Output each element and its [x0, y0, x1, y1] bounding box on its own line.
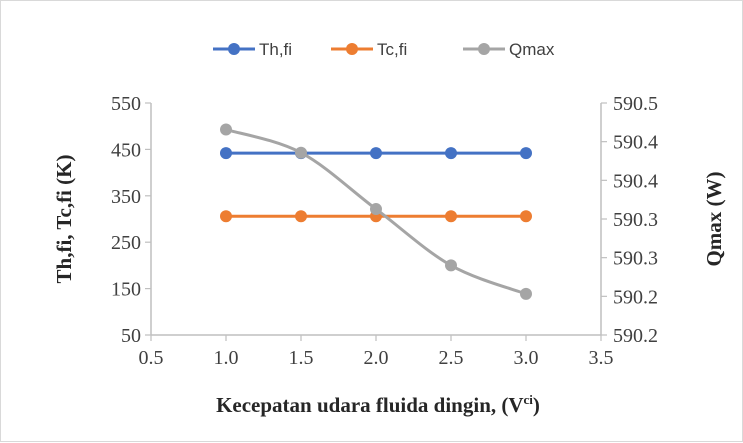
legend-marker-tc-fi: [346, 43, 358, 55]
data-point-tc-fi: [445, 210, 457, 223]
series-group: [220, 123, 532, 300]
data-point-qmax: [520, 287, 532, 300]
x-tick-label: 1.5: [289, 347, 314, 369]
y2-axis-title: Qmax (W): [702, 171, 726, 266]
legend-label-tc-fi: Tc,fi: [377, 40, 407, 59]
x-tick-label: 3.5: [589, 347, 614, 369]
legend-item-qmax: Qmax: [463, 40, 555, 59]
right-axis-ticks: 590.2 590.2 590.3 590.3 590.4 590.4 590.5: [601, 93, 658, 347]
data-point-tc-fi: [220, 210, 232, 223]
data-point-qmax: [370, 203, 382, 216]
y2-tick-label: 590.4: [613, 170, 658, 192]
y-axis-title: Th,fi, Tc,fi (K): [52, 155, 76, 284]
y-tick-label: 250: [111, 232, 141, 254]
x-tick-label: 0.5: [139, 347, 164, 369]
x-tick-label: 1.0: [214, 347, 239, 369]
x-tick-label: 2.5: [439, 347, 464, 369]
legend-label-qmax: Qmax: [509, 40, 555, 59]
y-tick-label: 50: [121, 325, 141, 347]
data-point-tc-fi: [295, 210, 307, 223]
legend: Th,fi Tc,fi Qmax: [213, 40, 555, 59]
y2-tick-label: 590.3: [613, 248, 658, 270]
y2-tick-label: 590.2: [613, 286, 658, 308]
data-point-qmax: [445, 259, 457, 272]
data-point-th-fi: [220, 147, 232, 160]
x-axis-title: Kecepatan udara fluida dingin, (Vci): [216, 392, 540, 417]
left-axis-ticks: 50 150 250 350 450 550: [111, 93, 151, 347]
data-point-qmax: [295, 146, 307, 159]
data-point-th-fi: [370, 147, 382, 160]
y-tick-label: 350: [111, 186, 141, 208]
data-point-qmax: [220, 123, 232, 136]
x-axis-ticks: 0.5 1.0 1.5 2.0 2.5 3.0 3.5: [139, 335, 614, 369]
legend-marker-th-fi: [228, 43, 240, 55]
data-point-th-fi: [520, 147, 532, 160]
y2-tick-label: 590.3: [613, 209, 658, 231]
y2-tick-label: 590.5: [613, 93, 658, 115]
x-axis-title-sup: ci: [524, 392, 534, 407]
y-tick-label: 450: [111, 139, 141, 161]
x-tick-label: 2.0: [364, 347, 389, 369]
legend-item-th-fi: Th,fi: [213, 40, 292, 59]
legend-item-tc-fi: Tc,fi: [331, 40, 407, 59]
x-axis-title-suffix: ): [533, 393, 540, 417]
data-point-tc-fi: [520, 210, 532, 223]
legend-label-th-fi: Th,fi: [259, 40, 292, 59]
axes: [150, 103, 602, 336]
y2-tick-label: 590.2: [613, 325, 658, 347]
y-tick-label: 550: [111, 93, 141, 115]
y-tick-label: 150: [111, 279, 141, 301]
legend-marker-qmax: [478, 43, 490, 55]
x-tick-label: 3.0: [514, 347, 539, 369]
y2-tick-label: 590.4: [613, 132, 658, 154]
x-axis-title-main: Kecepatan udara fluida dingin, (V: [216, 393, 523, 417]
data-point-th-fi: [445, 147, 457, 160]
